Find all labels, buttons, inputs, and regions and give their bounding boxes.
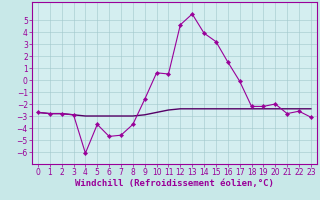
X-axis label: Windchill (Refroidissement éolien,°C): Windchill (Refroidissement éolien,°C): [75, 179, 274, 188]
